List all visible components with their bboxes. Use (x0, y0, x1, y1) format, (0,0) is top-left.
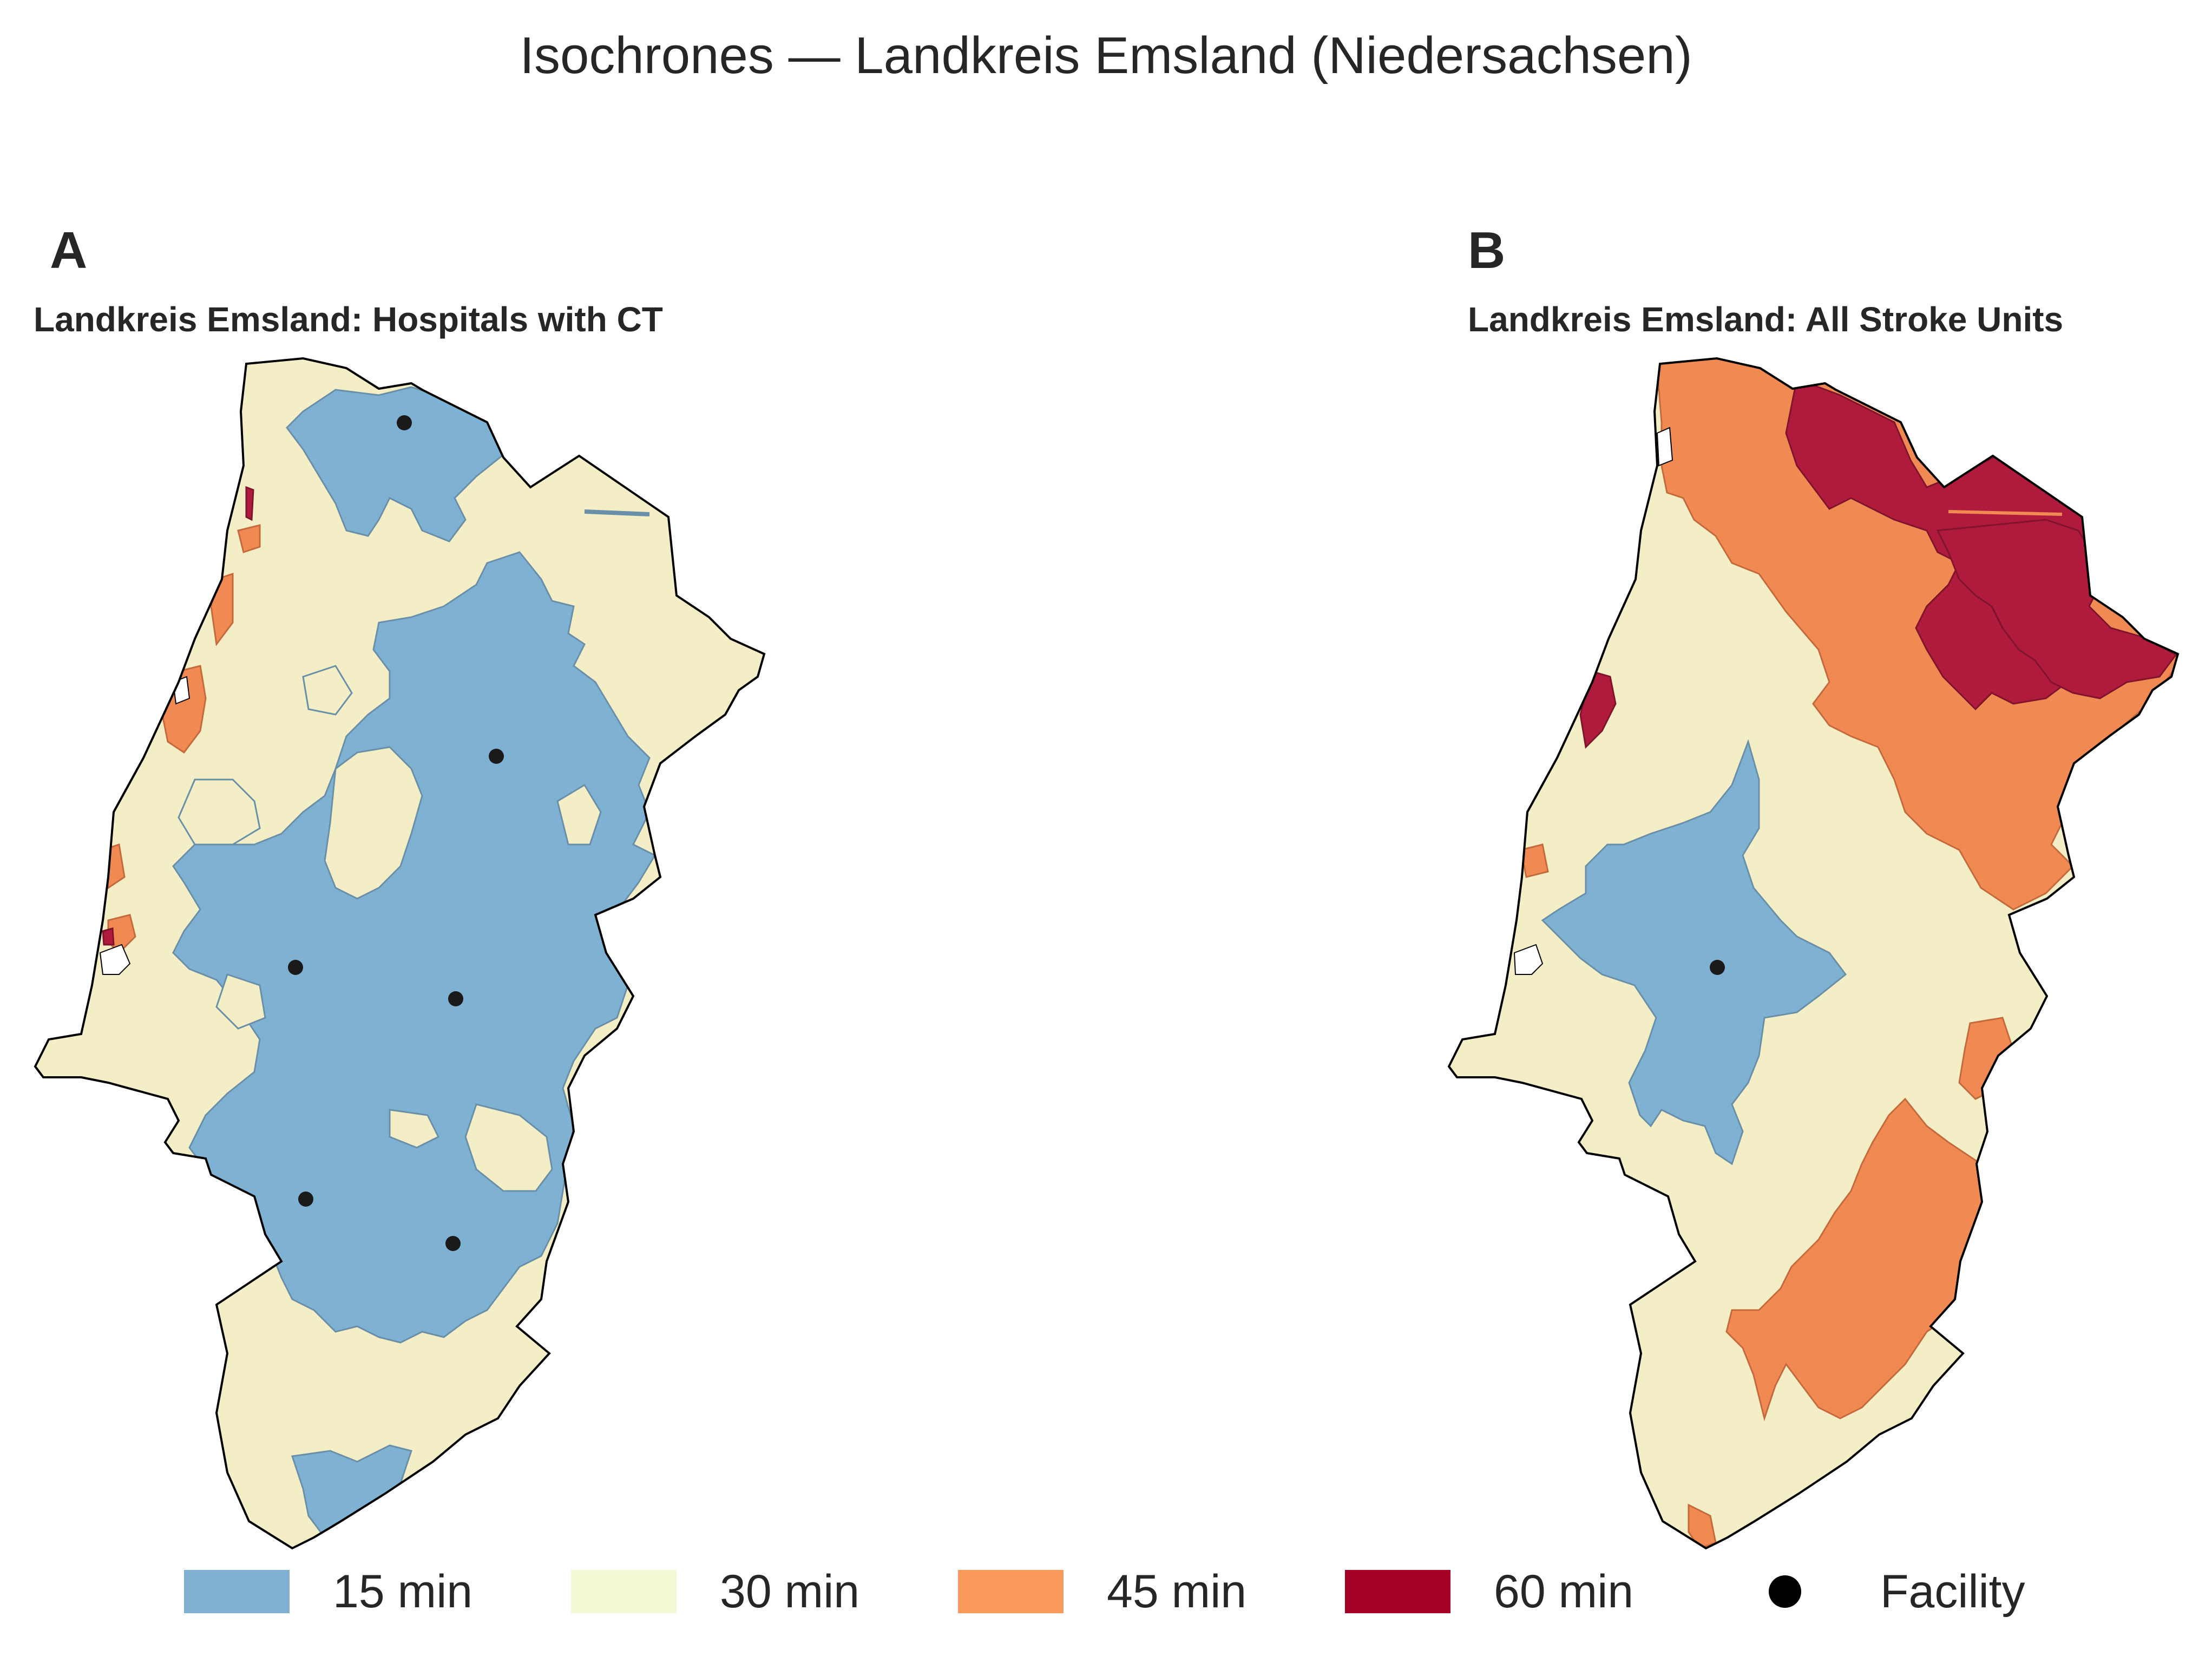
panel-b-title: Landkreis Emsland: All Stroke Units (1468, 300, 2064, 339)
facility-marker (288, 960, 303, 975)
legend-label-15min: 15 min (333, 1565, 473, 1618)
facility-marker (1710, 960, 1725, 975)
panel-b-letter: B (1468, 221, 1506, 279)
legend-facility-marker (1769, 1575, 1801, 1608)
legend-swatch-15min (184, 1570, 290, 1613)
legend: 15 min 30 min 45 min 60 min Facility (0, 1554, 2212, 1635)
legend-item-15min: 15 min (184, 1565, 472, 1619)
legend-item-45min: 45 min (958, 1565, 1246, 1619)
legend-label-30min: 30 min (720, 1565, 860, 1618)
legend-label-facility: Facility (1880, 1565, 2025, 1618)
facility-marker (489, 749, 504, 764)
facility-marker (397, 415, 412, 430)
panel-a-facilities (288, 415, 504, 1251)
legend-label-45min: 45 min (1107, 1565, 1247, 1618)
facility-marker (298, 1192, 313, 1207)
legend-item-facility: Facility (1732, 1565, 2025, 1619)
panel-b-facilities (1710, 960, 1725, 975)
panel-a-letter: A (50, 221, 88, 279)
panel-a-title: Landkreis Emsland: Hospitals with CT (34, 300, 663, 339)
legend-label-60min: 60 min (1494, 1565, 1634, 1618)
legend-swatch-45min (958, 1570, 1064, 1613)
legend-swatch-30min (571, 1570, 677, 1613)
legend-item-60min: 60 min (1345, 1565, 1633, 1619)
figure-title: Isochrones — Landkreis Emsland (Niedersa… (520, 27, 1692, 84)
facility-marker (445, 1236, 461, 1251)
legend-swatch-60min (1345, 1570, 1450, 1613)
facility-marker (448, 991, 463, 1006)
legend-item-30min: 30 min (571, 1565, 859, 1619)
